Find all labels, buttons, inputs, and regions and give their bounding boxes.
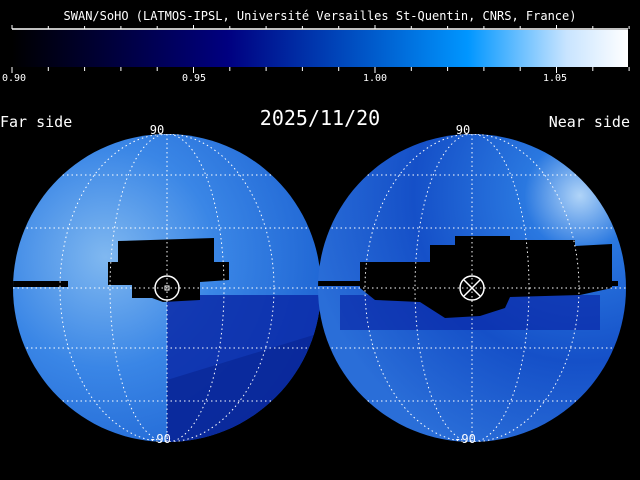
near-side-data-gap <box>360 236 612 318</box>
far-side-globe <box>13 134 321 442</box>
near-top-latitude: 90 <box>456 123 470 137</box>
far-top-latitude: 90 <box>150 123 164 137</box>
date-label: 2025/11/20 <box>259 106 381 130</box>
colorbar-tick: 1.00 <box>362 73 388 84</box>
far-side-label: Far side <box>0 113 73 131</box>
colorbar-gradient <box>12 30 628 67</box>
anti-sun-direction-marker <box>459 275 485 301</box>
near-side-globe <box>318 134 626 442</box>
sun-direction-marker <box>154 275 180 301</box>
credit-title: SWAN/SoHO (LATMOS-IPSL, Université Versa… <box>63 9 577 23</box>
near-bottom-latitude: -90 <box>454 432 476 446</box>
colorbar-tick: 0.95 <box>181 73 207 84</box>
far-bottom-latitude: -90 <box>149 432 171 446</box>
colorbar <box>12 28 628 67</box>
near-side-label: Near side <box>548 113 630 131</box>
far-side-data-gap <box>108 238 229 302</box>
colorbar-tick: 1.05 <box>542 73 568 84</box>
colorbar-tick: 0.90 <box>1 73 27 84</box>
